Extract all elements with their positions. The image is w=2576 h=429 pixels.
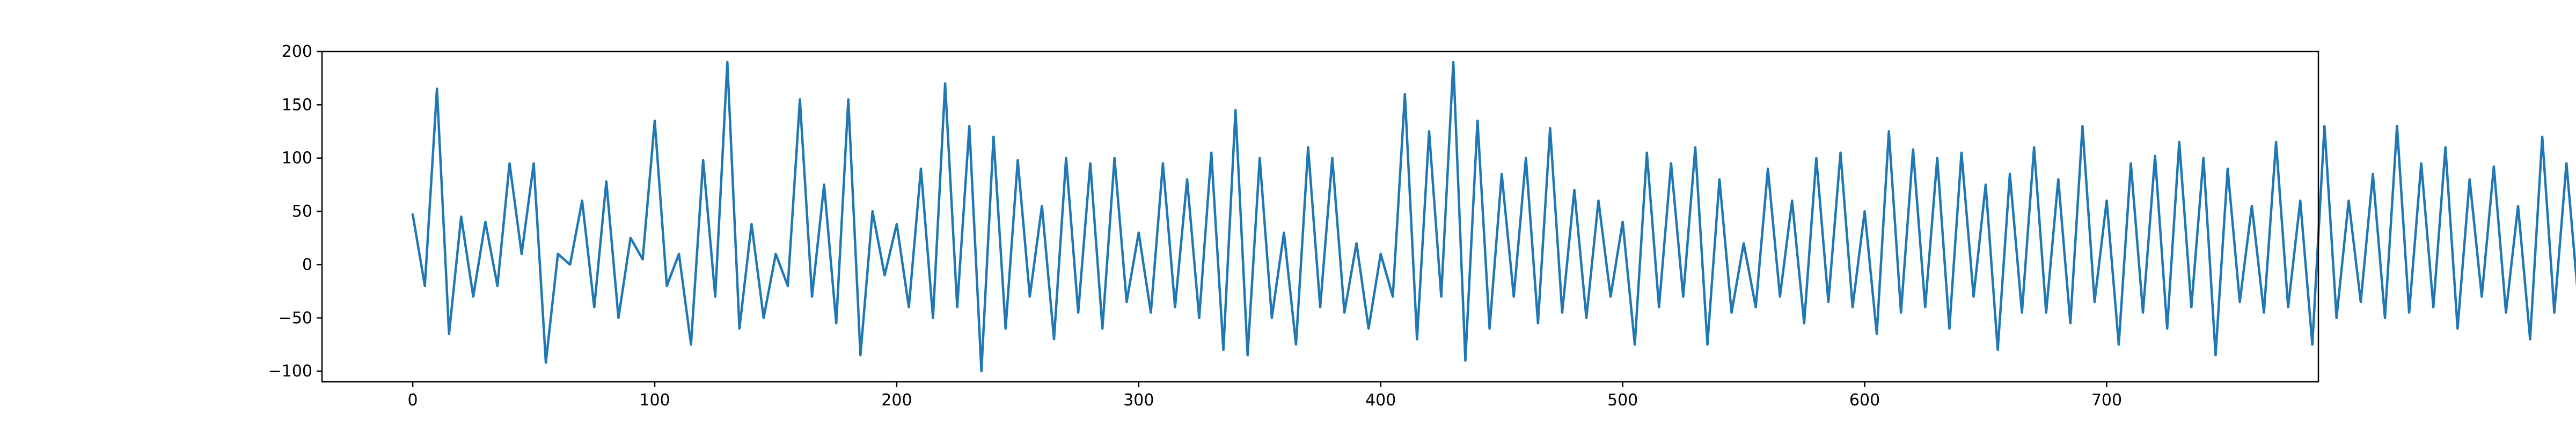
x-tick-label: 700 xyxy=(2091,391,2122,410)
x-tick-label: 0 xyxy=(408,391,418,410)
plot-frame xyxy=(321,50,2319,383)
y-tick-label: −50 xyxy=(279,309,312,328)
plot-marks xyxy=(411,61,2576,373)
y-tick-label: 100 xyxy=(282,149,312,168)
y-tick-label: 0 xyxy=(302,255,312,274)
x-tick-label: 100 xyxy=(639,391,670,410)
x-tick-label: 300 xyxy=(1123,391,1154,410)
y-tick-label: 150 xyxy=(282,95,312,114)
y-tick-label: 200 xyxy=(282,42,312,61)
axes: 0 100 200 300 400 500 600 700 −100 −50 0 50 100 150 20… xyxy=(268,42,2122,410)
x-tick-label: 400 xyxy=(1365,391,1396,410)
y-tick-label: 50 xyxy=(292,202,312,221)
y-tick-label: −100 xyxy=(268,362,312,381)
x-tick-label: 600 xyxy=(1849,391,1880,410)
series-line xyxy=(411,61,2576,373)
x-tick-label: 200 xyxy=(881,391,912,410)
x-tick-label: 500 xyxy=(1607,391,1638,410)
